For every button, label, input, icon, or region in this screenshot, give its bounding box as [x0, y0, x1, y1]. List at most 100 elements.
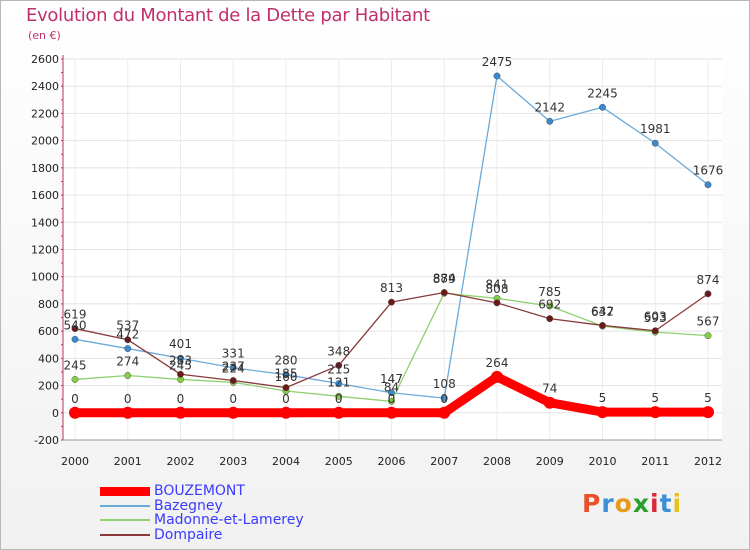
x-tick-label: 2003	[219, 455, 247, 468]
data-label: 642	[591, 304, 614, 318]
data-point	[493, 299, 501, 307]
data-point	[388, 389, 395, 397]
data-point	[596, 406, 609, 419]
data-label: 0	[388, 392, 396, 406]
legend-swatch-bazegney	[100, 504, 150, 507]
y-tick-label: 0	[52, 407, 59, 420]
data-label: 237	[222, 360, 245, 374]
y-tick-label: 2000	[31, 135, 59, 148]
data-point	[546, 302, 554, 310]
data-point	[71, 335, 79, 343]
logo-letter: P	[582, 489, 602, 518]
y-tick-label: 1800	[31, 162, 59, 175]
legend-swatch-madonne	[100, 519, 150, 522]
x-tick-label: 2009	[536, 455, 564, 468]
data-point	[282, 371, 290, 379]
legend-item: Dompaire	[100, 528, 304, 543]
logo-letter: o	[614, 489, 633, 518]
data-label: 0	[440, 392, 448, 406]
data-point	[704, 290, 712, 298]
data-point	[546, 315, 554, 323]
data-label: 0	[124, 392, 132, 406]
data-point	[491, 370, 503, 383]
x-tick-label: 2001	[114, 455, 142, 468]
data-label: 2475	[482, 55, 513, 69]
data-label: 185	[275, 367, 298, 381]
legend-item: Madonne-et-Lamerey	[100, 513, 304, 528]
data-point	[438, 406, 451, 419]
y-tick-label: 800	[38, 298, 59, 311]
y-tick-label: 2400	[31, 80, 59, 93]
data-label: 537	[116, 319, 139, 333]
data-point	[280, 406, 292, 419]
x-tick-label: 2008	[483, 455, 511, 468]
y-tick-label: 1200	[31, 244, 59, 257]
data-point	[177, 354, 184, 362]
data-point	[704, 332, 712, 340]
chart-title: Evolution du Montant de la Dette par Hab…	[26, 5, 430, 26]
data-point	[649, 406, 662, 419]
y-tick-label: 200	[38, 380, 59, 393]
data-point	[71, 375, 79, 383]
data-point	[704, 181, 712, 189]
data-point	[229, 377, 237, 384]
data-point	[599, 321, 606, 329]
x-tick-label: 2011	[641, 455, 669, 468]
data-label: 245	[169, 358, 192, 372]
data-point	[388, 397, 395, 405]
data-label: 0	[282, 392, 290, 406]
chart-legend: BOUZEMONT Bazegney Madonne-et-Lamerey Do…	[100, 484, 304, 542]
data-point	[124, 336, 132, 344]
data-label: 637	[591, 305, 614, 319]
data-point	[440, 394, 448, 402]
data-point	[651, 139, 659, 147]
data-point	[121, 406, 134, 419]
data-label: 283	[169, 353, 192, 367]
data-point	[71, 325, 79, 333]
data-label: 2142	[534, 100, 565, 114]
logo-letter: x	[632, 489, 650, 518]
data-point	[651, 327, 659, 335]
legend-item: BOUZEMONT	[100, 484, 304, 499]
data-label: 1676	[693, 164, 724, 178]
data-point	[124, 372, 132, 379]
x-tick-label: 2004	[272, 455, 300, 468]
data-point	[335, 380, 343, 387]
data-label: 215	[327, 363, 350, 377]
data-point	[177, 370, 184, 378]
data-label: 5	[651, 391, 659, 405]
data-label: 0	[177, 392, 185, 406]
y-tick-label: 2600	[31, 53, 59, 66]
data-label: 472	[116, 328, 139, 342]
data-label: 5	[704, 391, 712, 405]
data-label: 274	[116, 355, 139, 369]
data-label: 331	[222, 347, 245, 361]
x-tick-label: 2005	[325, 455, 353, 468]
data-point	[599, 103, 606, 111]
data-point	[174, 406, 187, 419]
logo-letter: t	[659, 489, 673, 518]
legend-item: Bazegney	[100, 499, 304, 514]
data-point	[493, 72, 501, 80]
x-tick-label: 2010	[589, 455, 617, 468]
logo-letter: i	[650, 489, 660, 518]
y-tick-label: 2200	[31, 107, 59, 120]
data-label: 84	[384, 380, 399, 394]
data-label: 0	[71, 392, 79, 406]
data-label: 874	[697, 273, 720, 287]
data-label: 245	[64, 358, 87, 372]
legend-swatch-dompaire	[100, 533, 150, 536]
y-tick-label: 600	[38, 325, 59, 338]
data-label: 5	[599, 391, 607, 405]
chart-unit: (en €)	[28, 29, 61, 42]
y-tick-label: 1000	[31, 271, 59, 284]
data-label: 785	[538, 285, 561, 299]
data-label: 2245	[587, 86, 618, 100]
y-tick-label: 400	[38, 352, 59, 365]
y-tick-label: 1400	[31, 216, 59, 229]
y-tick-label: 1600	[31, 189, 59, 202]
data-label: 692	[538, 298, 561, 312]
x-tick-label: 2012	[694, 455, 722, 468]
x-tick-label: 2006	[378, 455, 406, 468]
